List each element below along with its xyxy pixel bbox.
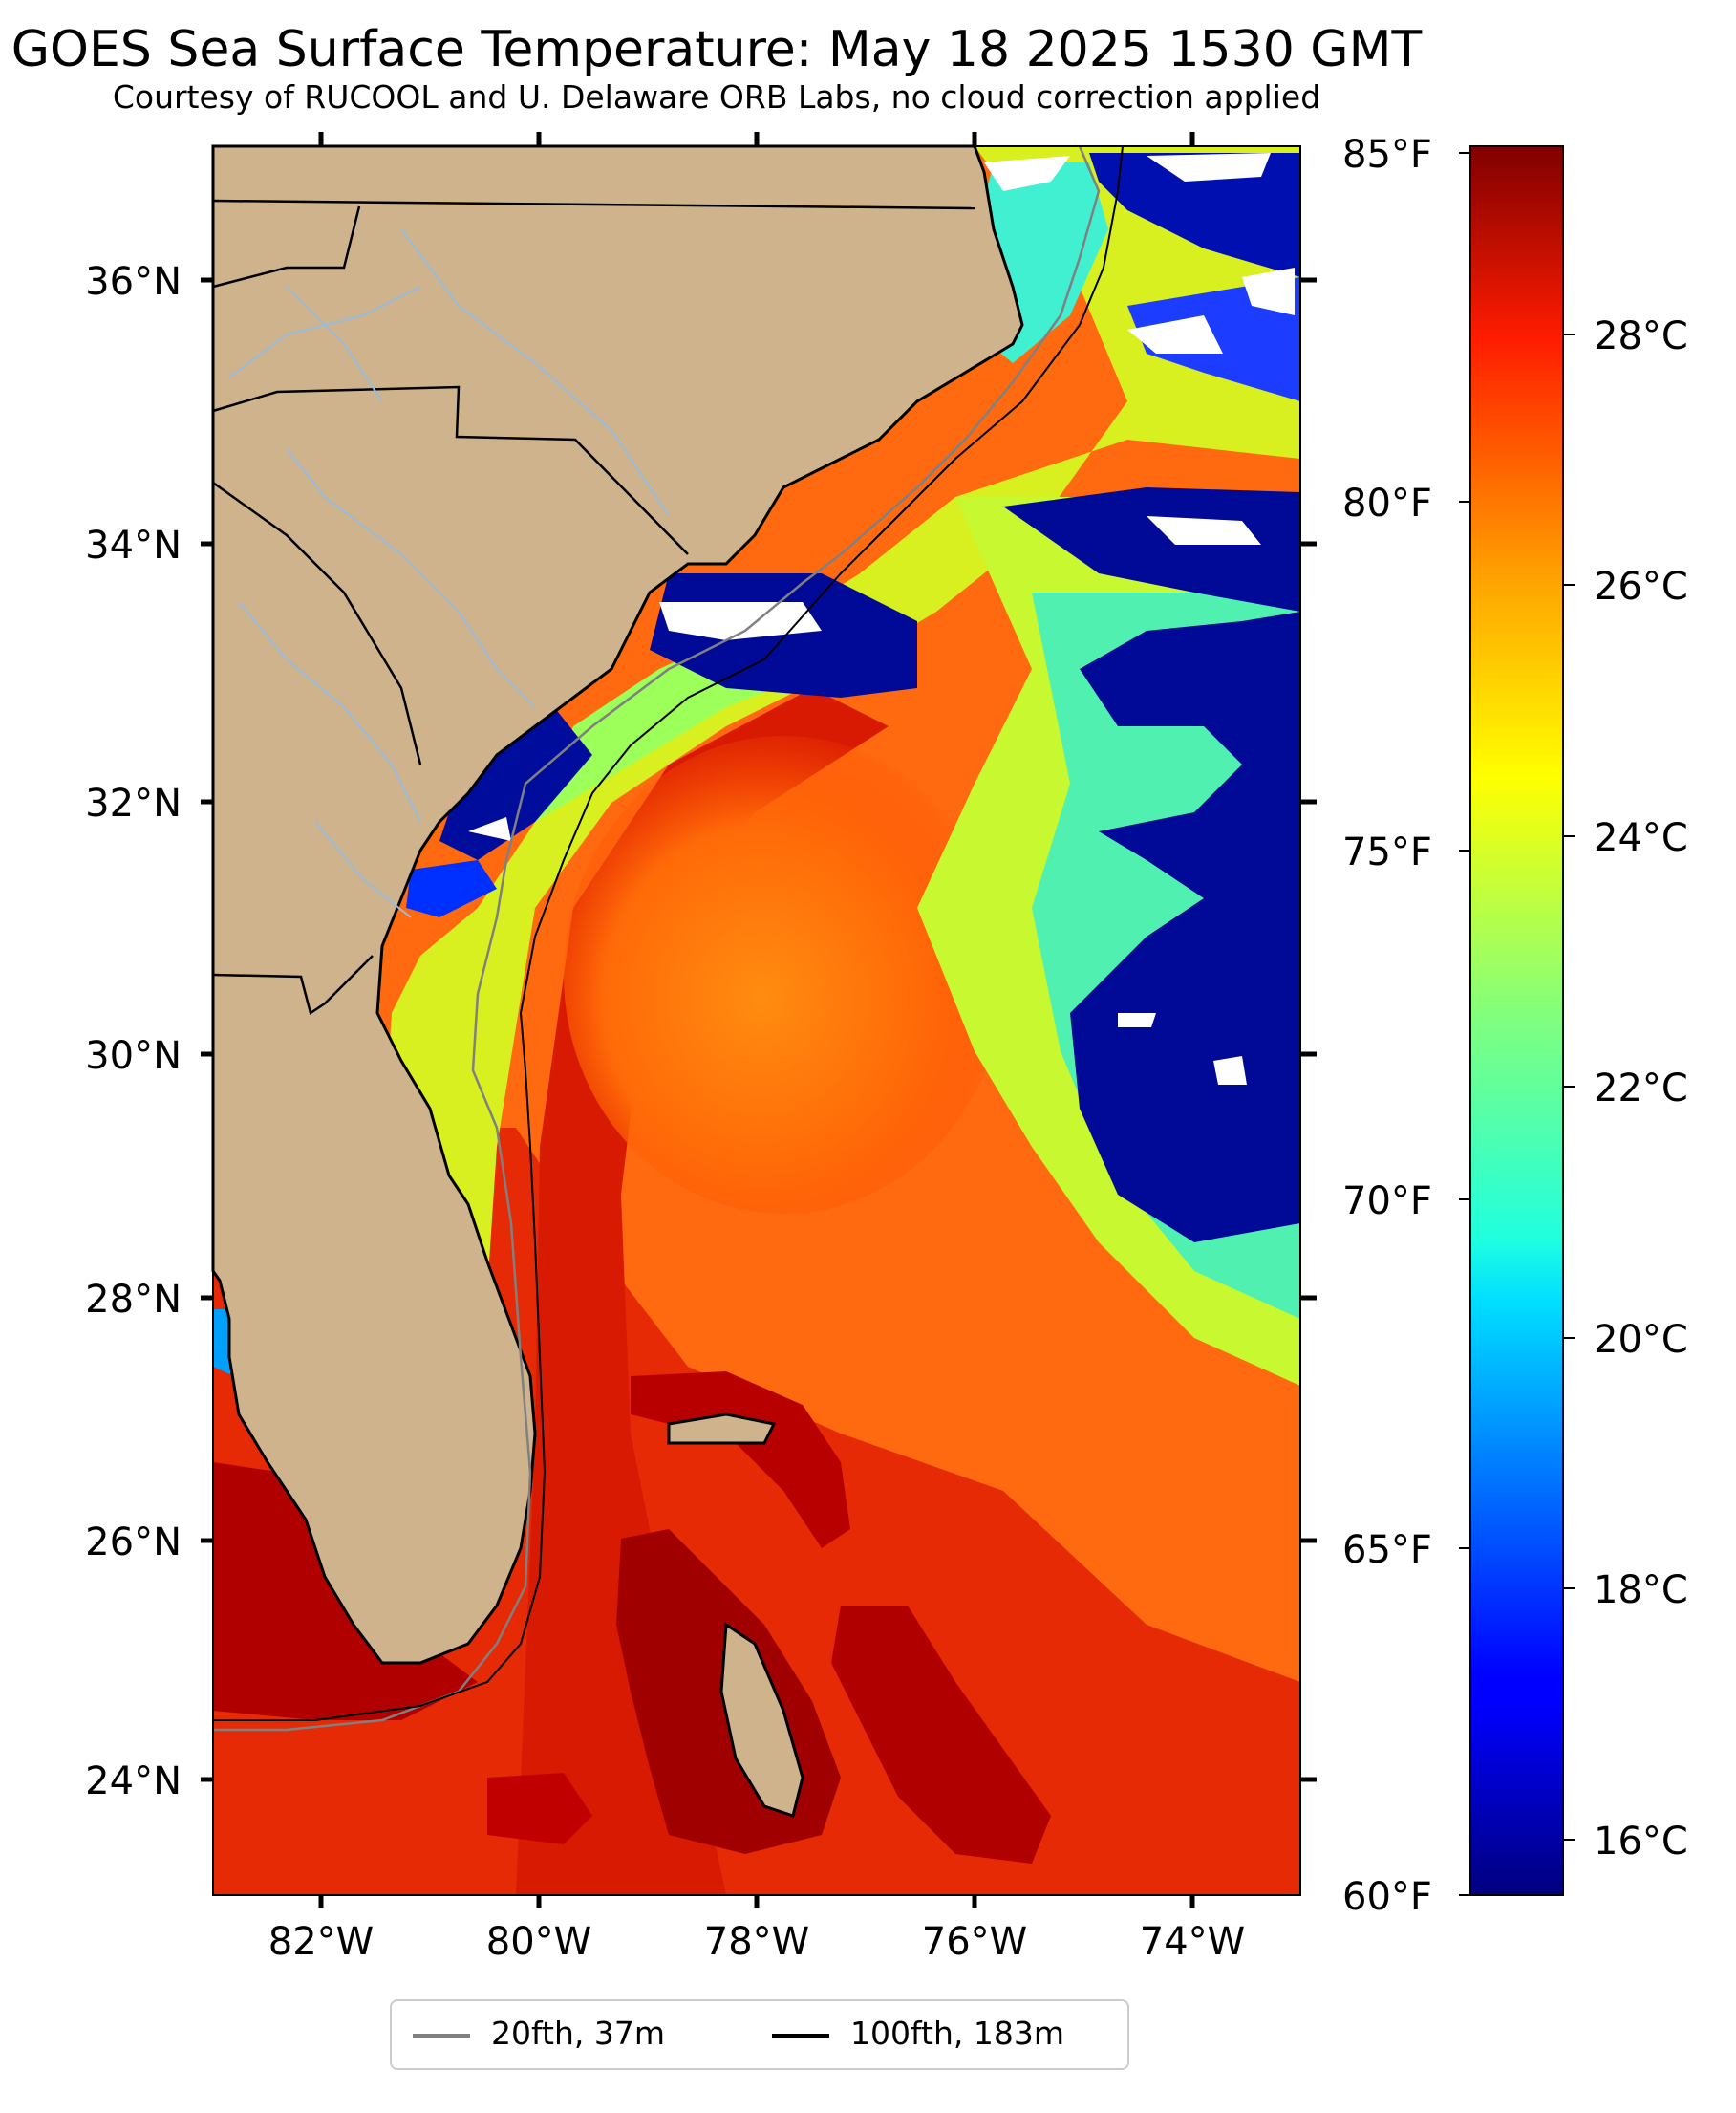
- state-borders: [212, 199, 975, 1016]
- colorbar-ticks: [1459, 152, 1575, 1896]
- lat-label-26n: 26°N: [85, 1520, 182, 1564]
- cold-water-ne: [1089, 153, 1300, 277]
- legend-label-20fth: 20fth, 37m: [491, 2015, 665, 2052]
- lat-label-24n: 24°N: [85, 1759, 182, 1803]
- bahamas-bank-east: [831, 1606, 1051, 1864]
- page-title: GOES Sea Surface Temperature: May 18 202…: [11, 21, 1423, 78]
- colorbar: [1469, 145, 1564, 1896]
- legend-label-100fth: 100fth, 183m: [850, 2015, 1064, 2052]
- colorbar-label-85f: 85°F: [1342, 133, 1432, 177]
- rivers: [228, 228, 670, 918]
- lon-label-76w: 76°W: [921, 1920, 1028, 1964]
- colorbar-label-20c: 20°C: [1594, 1318, 1688, 1362]
- lon-label-80w: 80°W: [485, 1920, 592, 1964]
- lon-label-74w: 74°W: [1139, 1920, 1246, 1964]
- colorbar-label-24c: 24°C: [1594, 816, 1688, 860]
- isobath-20fth: [213, 145, 1101, 1732]
- land: [211, 144, 1024, 1818]
- colorbar-label-80f: 80°F: [1342, 482, 1432, 526]
- us-mainland: [211, 144, 1024, 1665]
- page-subtitle: Courtesy of RUCOOL and U. Delaware ORB L…: [112, 78, 1321, 116]
- great-bahama-bank-south: [487, 1773, 592, 1844]
- andros-island: [719, 1622, 804, 1818]
- legend-swatch-20fth: [413, 2034, 470, 2038]
- bahamas-bank-little: [631, 1371, 850, 1548]
- lat-label-32n: 32°N: [85, 782, 182, 826]
- lat-label-28n: 28°N: [85, 1278, 182, 1322]
- cloud-patches: [468, 153, 1295, 1085]
- cold-water-east: [1003, 487, 1300, 1242]
- lat-label-30n: 30°N: [85, 1034, 182, 1078]
- isobath-100fth: [213, 145, 1124, 1721]
- colorbar-label-26c: 26°C: [1594, 565, 1688, 609]
- colorbar-label-75f: 75°F: [1342, 830, 1432, 874]
- warm-eddy: [564, 736, 1003, 1214]
- colorbar-label-18c: 18°C: [1594, 1568, 1688, 1612]
- lon-label-78w: 78°W: [703, 1920, 810, 1964]
- lat-label-34n: 34°N: [85, 524, 182, 568]
- colorbar-label-65f: 65°F: [1342, 1528, 1432, 1572]
- shelf-water-north: [373, 146, 1300, 1434]
- map-ticks: [201, 132, 1317, 1908]
- legend-swatch-100fth: [772, 2034, 829, 2038]
- lon-label-82w: 82°W: [268, 1920, 375, 1964]
- colorbar-label-16c: 16°C: [1594, 1820, 1688, 1864]
- cold-water-georgia-2: [406, 860, 497, 917]
- lat-label-36n: 36°N: [85, 260, 182, 304]
- bahama-island-north: [667, 1412, 777, 1445]
- colorbar-label-70f: 70°F: [1342, 1179, 1432, 1223]
- colorbar-label-22c: 22°C: [1594, 1067, 1688, 1110]
- colorbar-label-28c: 28°C: [1594, 314, 1688, 358]
- colorbar-label-60f: 60°F: [1342, 1875, 1432, 1919]
- isobath-legend: 20fth, 37m 100fth, 183m: [390, 1999, 1129, 2070]
